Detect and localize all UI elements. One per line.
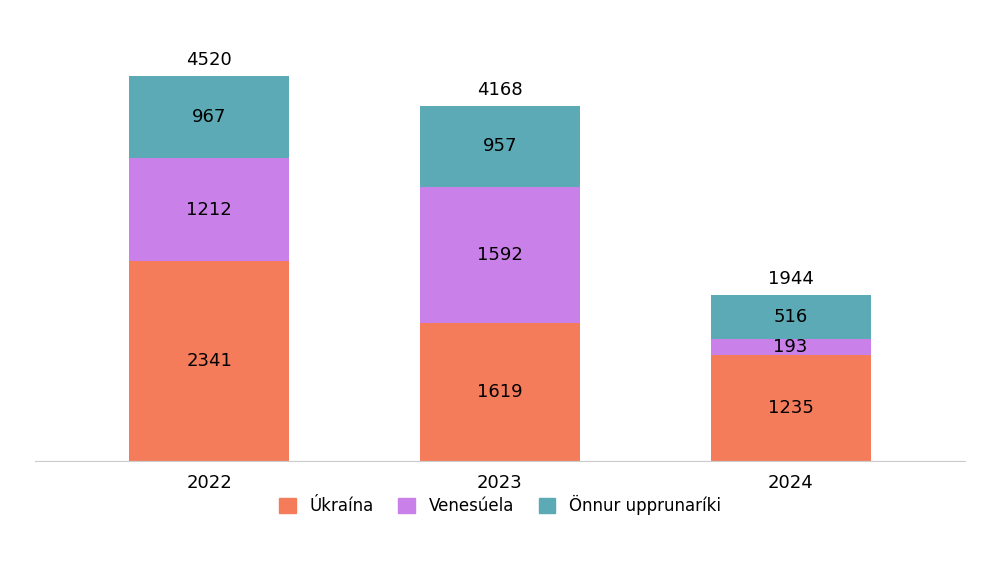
Text: 4168: 4168: [477, 81, 523, 99]
Bar: [129, 76, 289, 158]
Text: 967: 967: [192, 108, 227, 126]
Text: 957: 957: [483, 137, 517, 156]
Text: 1235: 1235: [768, 399, 814, 417]
Text: 2341: 2341: [186, 352, 232, 370]
Bar: [420, 323, 580, 460]
Legend: Úkraína, Venesúela, Önnur upprunaríki: Úkraína, Venesúela, Önnur upprunaríki: [273, 488, 727, 522]
Text: 193: 193: [773, 338, 808, 356]
Bar: [711, 339, 871, 355]
Text: 1619: 1619: [477, 383, 523, 400]
Text: 516: 516: [774, 308, 808, 326]
Text: 4520: 4520: [186, 51, 232, 69]
Bar: [711, 355, 871, 460]
Bar: [711, 295, 871, 339]
Text: 1212: 1212: [186, 201, 232, 219]
Bar: [420, 106, 580, 187]
Text: 1592: 1592: [477, 246, 523, 264]
Bar: [129, 261, 289, 460]
Text: 1944: 1944: [768, 270, 814, 288]
Bar: [420, 187, 580, 323]
Bar: [129, 158, 289, 261]
